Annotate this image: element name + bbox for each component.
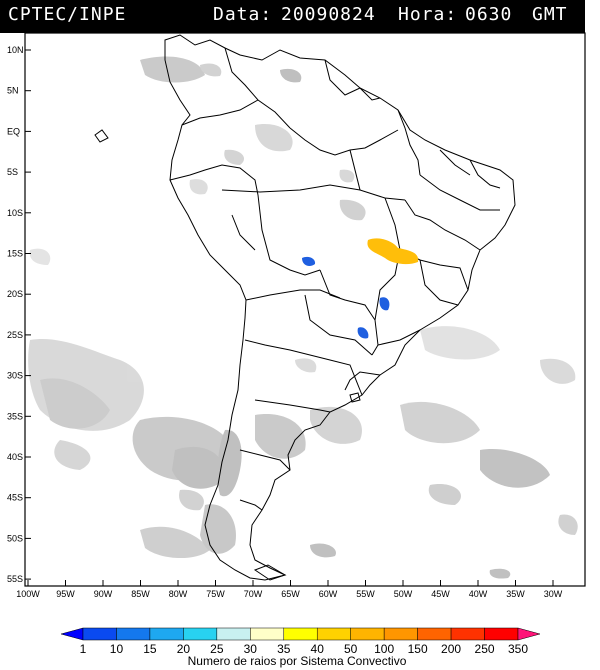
colorbar-swatch bbox=[417, 627, 452, 641]
colorbar: 1 10 15 20 25 30 35 40 50 100 150 200 250 350 bbox=[60, 627, 541, 656]
lat-tick-label: 25S bbox=[7, 330, 23, 340]
lon-tick-label: 100W bbox=[16, 589, 40, 599]
lightning-cluster-blue-2 bbox=[379, 297, 390, 311]
colorbar-swatch bbox=[517, 627, 541, 641]
colorbar-swatch bbox=[183, 627, 218, 641]
lon-tick-label: 90W bbox=[94, 589, 113, 599]
lon-tick-label: 65W bbox=[281, 589, 300, 599]
date-label: Data: bbox=[213, 4, 273, 25]
lat-tick-label: 55S bbox=[7, 574, 23, 584]
timezone-label: GMT bbox=[532, 4, 568, 25]
lat-tick-label: 10N bbox=[7, 45, 24, 55]
lat-tick-label: 50S bbox=[7, 533, 23, 543]
lon-tick-label: 60W bbox=[319, 589, 338, 599]
lon-tick-label: 40W bbox=[469, 589, 488, 599]
lat-tick-label: 5N bbox=[7, 86, 19, 96]
map-frame bbox=[24, 32, 586, 587]
colorbar-label: 25 bbox=[210, 642, 224, 656]
lat-tick-label: 20S bbox=[7, 289, 23, 299]
colorbar-swatch bbox=[149, 627, 184, 641]
colorbar-label: 50 bbox=[344, 642, 358, 656]
cloud-cover bbox=[28, 56, 578, 579]
lon-tick-label: 50W bbox=[394, 589, 413, 599]
colorbar-label: 35 bbox=[277, 642, 291, 656]
country-borders bbox=[94, 34, 516, 581]
colorbar-label: 350 bbox=[508, 642, 528, 656]
colorbar-swatch bbox=[316, 627, 351, 641]
lat-tick-label: 15S bbox=[7, 249, 23, 259]
source-label: CPTEC/INPE bbox=[8, 4, 127, 25]
colorbar-label: 10 bbox=[110, 642, 124, 656]
colorbar-swatch bbox=[216, 627, 251, 641]
colorbar-label: 250 bbox=[475, 642, 495, 656]
colorbar-label: 100 bbox=[374, 642, 394, 656]
lat-tick-label: 40S bbox=[7, 452, 23, 462]
colorbar-label: 20 bbox=[177, 642, 191, 656]
colorbar-title: Numero de raios por Sistema Convectivo bbox=[188, 654, 407, 668]
lon-tick-label: 35W bbox=[506, 589, 525, 599]
lat-tick-label: 10S bbox=[7, 208, 23, 218]
lat-tick-label: 35S bbox=[7, 411, 23, 421]
colorbar-swatch bbox=[484, 627, 519, 641]
lon-tick-label: 70W bbox=[244, 589, 263, 599]
lightning-cluster-blue-1 bbox=[302, 256, 316, 266]
colorbar-label: 1 bbox=[80, 642, 87, 656]
colorbar-swatch bbox=[450, 627, 485, 641]
colorbar-label: 15 bbox=[143, 642, 157, 656]
lon-tick-label: 80W bbox=[169, 589, 188, 599]
hour-label: Hora: bbox=[398, 4, 458, 25]
colorbar-swatch bbox=[350, 627, 385, 641]
lon-tick-label: 45W bbox=[431, 589, 450, 599]
colorbar-swatch bbox=[250, 627, 285, 641]
continent-outline bbox=[164, 34, 516, 581]
lat-tick-label: 5S bbox=[7, 167, 18, 177]
header-bar: CPTEC/INPE Data: 20090824 Hora: 0630 GMT bbox=[0, 0, 585, 33]
colorbar-swatch bbox=[82, 627, 117, 641]
lat-tick-label: EQ bbox=[7, 126, 20, 136]
lon-tick-label: 85W bbox=[131, 589, 150, 599]
lon-tick-label: 30W bbox=[544, 589, 563, 599]
hour-value: 0630 bbox=[465, 4, 513, 25]
lon-tick-label: 75W bbox=[206, 589, 225, 599]
longitude-axis: 100W 95W 90W 85W 80W 75W 70W 65W 60W 55W 50W 45W 40W… bbox=[16, 580, 563, 599]
colorbar-swatch bbox=[60, 627, 84, 641]
colorbar-swatch bbox=[116, 627, 151, 641]
colorbar-swatch bbox=[283, 627, 318, 641]
colorbar-label: 200 bbox=[441, 642, 461, 656]
colorbar-label: 30 bbox=[244, 642, 258, 656]
colorbar-swatch bbox=[383, 627, 418, 641]
colorbar-label: 150 bbox=[408, 642, 428, 656]
latitude-axis: 10N 5N EQ 5S 10S 15S 20S 25S 30S 35S 40S 45S 50S 55S bbox=[7, 45, 31, 584]
lightning-systems bbox=[302, 238, 419, 339]
colorbar-label: 40 bbox=[311, 642, 325, 656]
lon-tick-label: 55W bbox=[356, 589, 375, 599]
lat-tick-label: 45S bbox=[7, 493, 23, 503]
lightning-cluster-blue-3 bbox=[357, 327, 369, 339]
date-value: 20090824 bbox=[281, 4, 376, 25]
lat-tick-label: 30S bbox=[7, 371, 23, 381]
lon-tick-label: 95W bbox=[56, 589, 75, 599]
lightning-cluster-orange bbox=[367, 238, 419, 265]
